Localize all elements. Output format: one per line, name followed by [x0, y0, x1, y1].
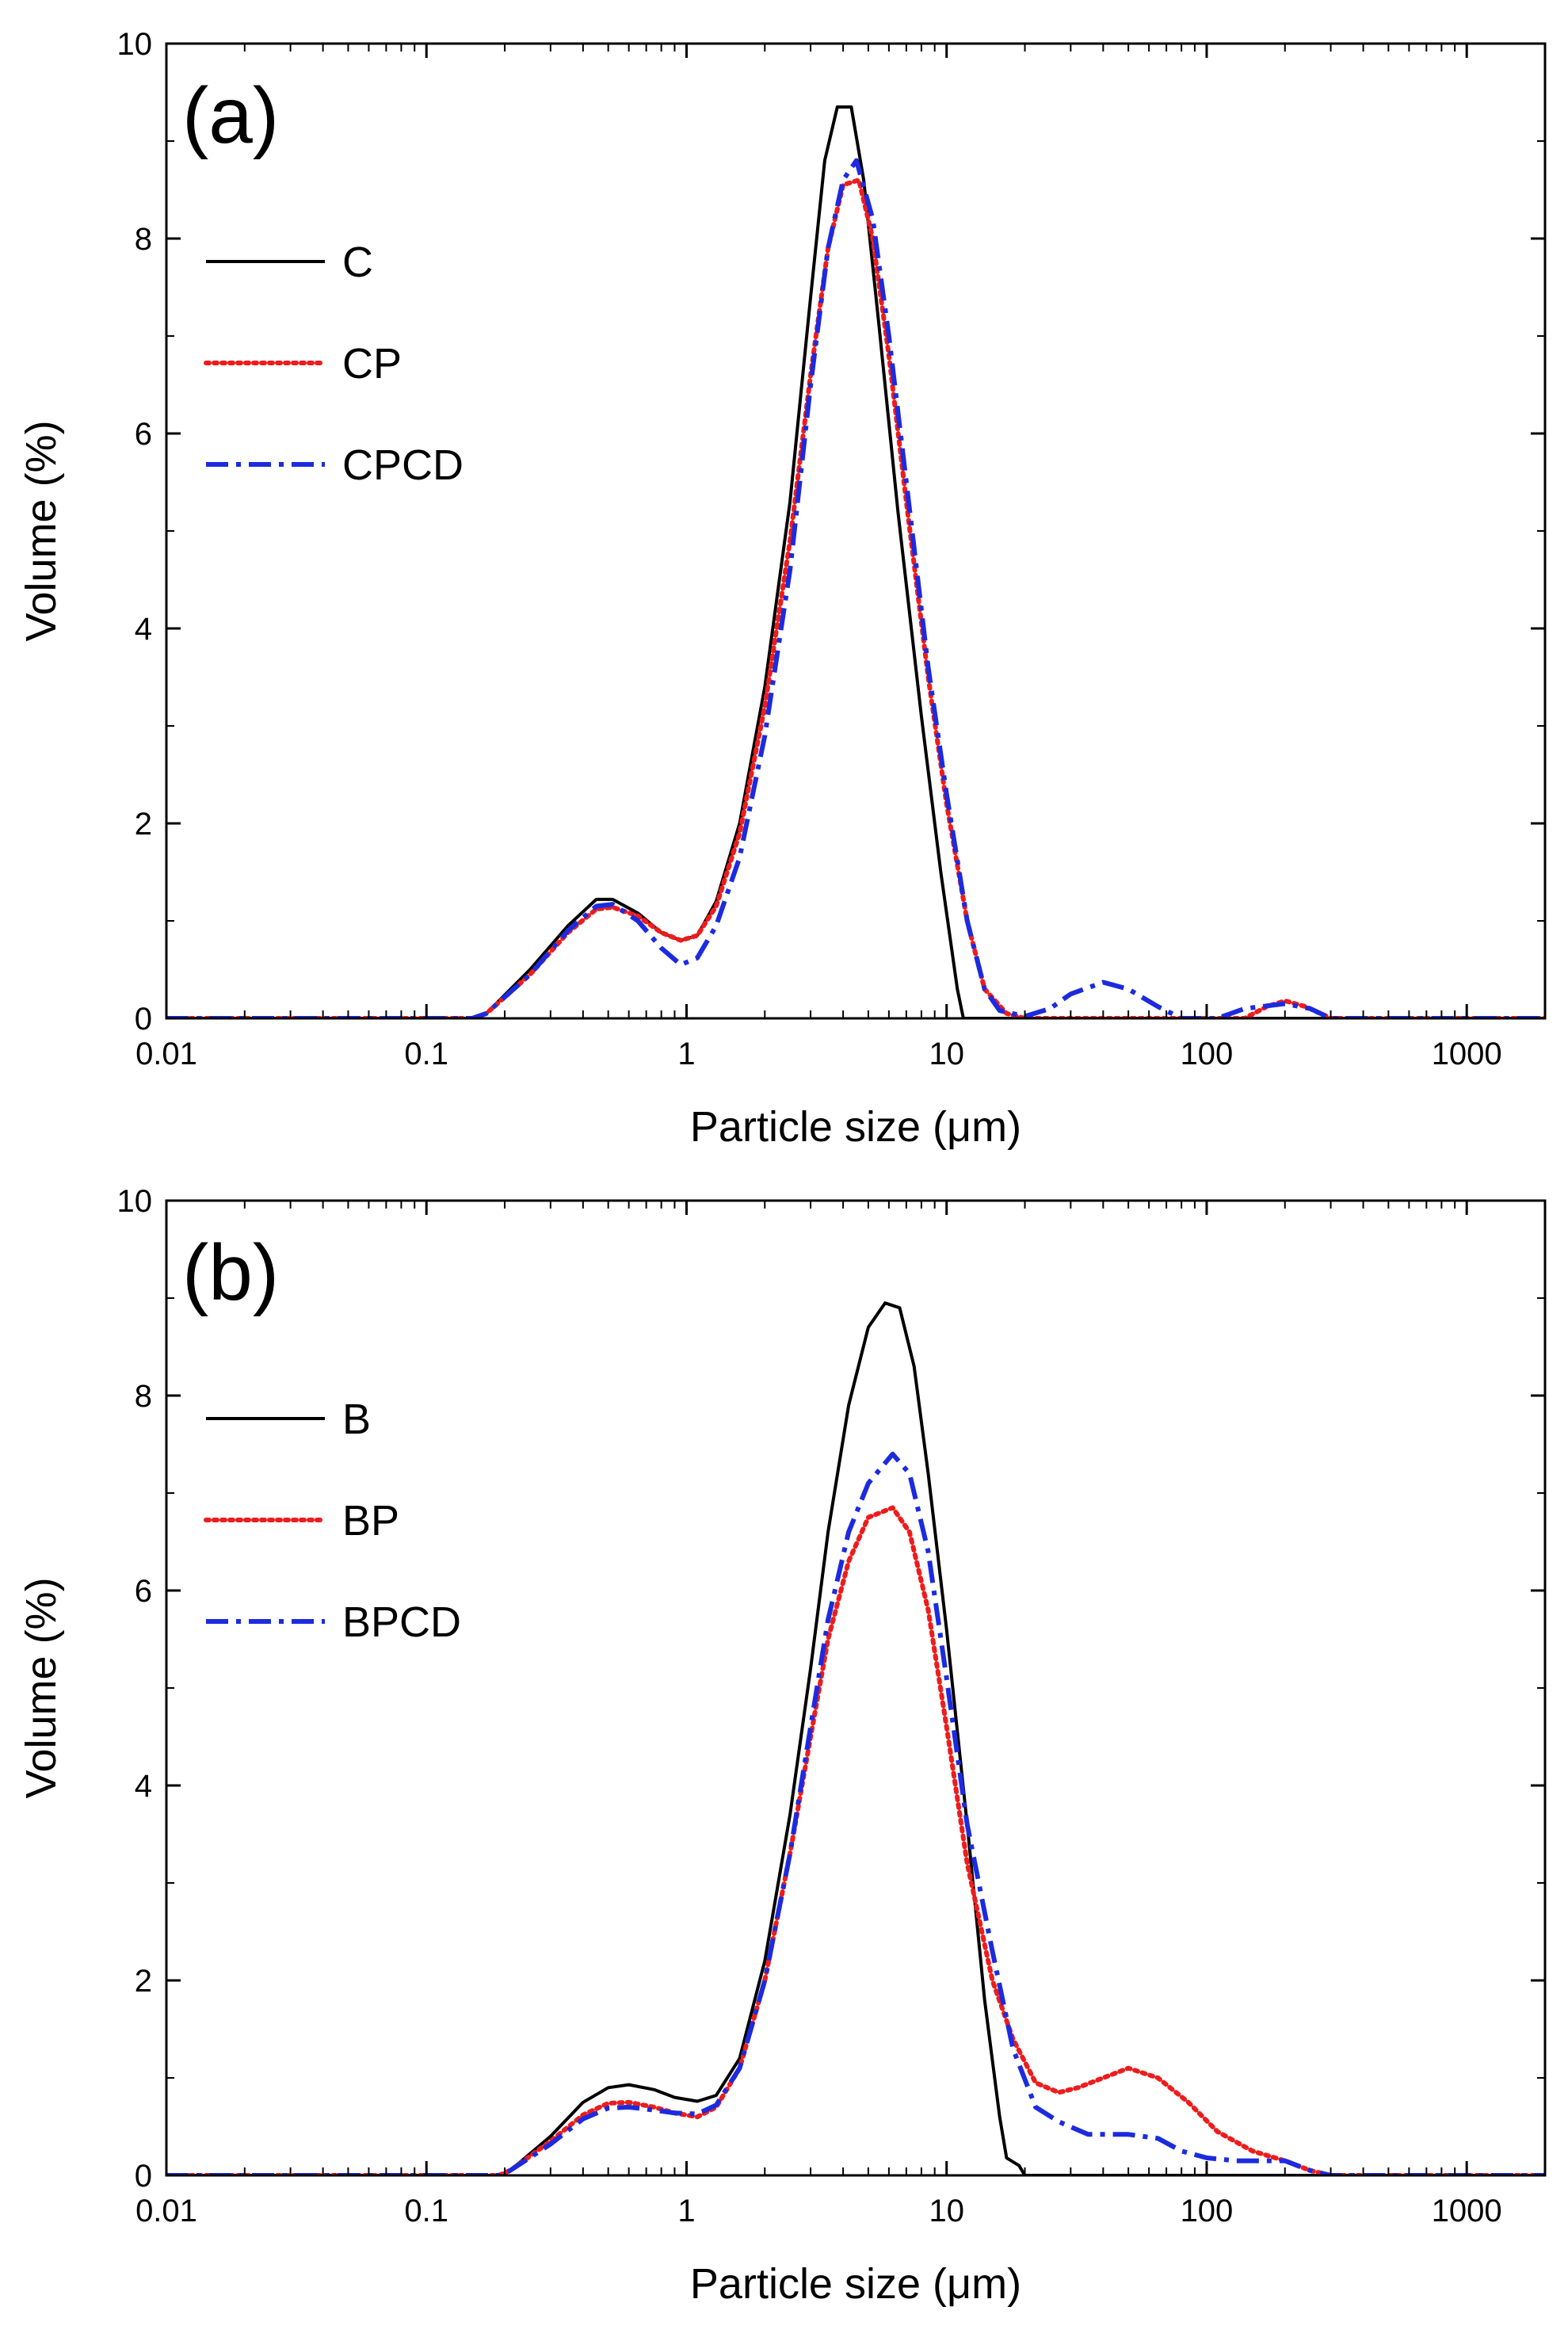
- y-tick-label: 4: [135, 1769, 152, 1804]
- x-tick-label: 0.01: [135, 2194, 197, 2228]
- y-tick-label: 10: [117, 1184, 153, 1219]
- series-line-cp: [166, 178, 1545, 1018]
- panel-label: (b): [182, 1228, 279, 1317]
- x-axis-title: Particle size (μm): [690, 1103, 1021, 1151]
- plot-frame: [165, 42, 1547, 1020]
- panel-a: 0.01 0.1 1 10 100 1000 0 2 4 6 8 10 Particle size (μ…: [17, 27, 1547, 1151]
- y-tick-label: 4: [135, 612, 152, 647]
- series-line-bp: [166, 1505, 1545, 2175]
- series-line-b: [166, 1301, 1545, 2175]
- panel-b: 0.01 0.1 1 10 100 1000 0 2 4 6 8 10 Particle size (μ…: [17, 1184, 1547, 2308]
- series-line-cpcd: [166, 158, 1545, 1018]
- x-tick-label: 10: [929, 1037, 964, 1071]
- y-tick-label: 2: [135, 1964, 152, 1999]
- y-tick-label: 2: [135, 807, 152, 842]
- y-tick-label: 0: [135, 2159, 152, 2194]
- y-axis-title: Volume (%): [17, 1577, 65, 1798]
- legend-label-b: B: [342, 1396, 371, 1443]
- x-tick-label: 10: [929, 2194, 964, 2228]
- y-tick-label: 0: [135, 1002, 152, 1037]
- x-axis-title: Particle size (μm): [690, 2260, 1021, 2308]
- x-tick-label: 1000: [1432, 1037, 1502, 1071]
- legend-label-cpcd: CPCD: [342, 441, 464, 489]
- series-line-c: [166, 105, 1545, 1018]
- x-tick-label: 100: [1181, 1037, 1234, 1071]
- plot-frame: [165, 1199, 1547, 2177]
- x-tick-label: 0.01: [135, 1037, 197, 1071]
- x-tick-label: 1000: [1432, 2194, 1502, 2228]
- y-tick-label: 10: [117, 27, 153, 62]
- y-tick-label: 6: [135, 417, 152, 452]
- legend-label-c: C: [342, 239, 373, 286]
- y-tick-label: 6: [135, 1574, 152, 1609]
- y-axis-title: Volume (%): [17, 420, 65, 641]
- legend-label-bpcd: BPCD: [342, 1598, 461, 1646]
- legend-label-bp: BP: [342, 1497, 399, 1545]
- series-line-bpcd: [166, 1451, 1545, 2175]
- x-tick-label: 0.1: [404, 2194, 448, 2228]
- x-tick-label: 1: [677, 1037, 695, 1071]
- x-tick-label: 1: [677, 2194, 695, 2228]
- y-tick-label: 8: [135, 1379, 152, 1414]
- legend-label-cp: CP: [342, 340, 402, 388]
- panel-label: (a): [182, 71, 279, 160]
- x-tick-label: 0.1: [404, 1037, 448, 1071]
- x-tick-label: 100: [1181, 2194, 1234, 2228]
- y-tick-label: 8: [135, 222, 152, 257]
